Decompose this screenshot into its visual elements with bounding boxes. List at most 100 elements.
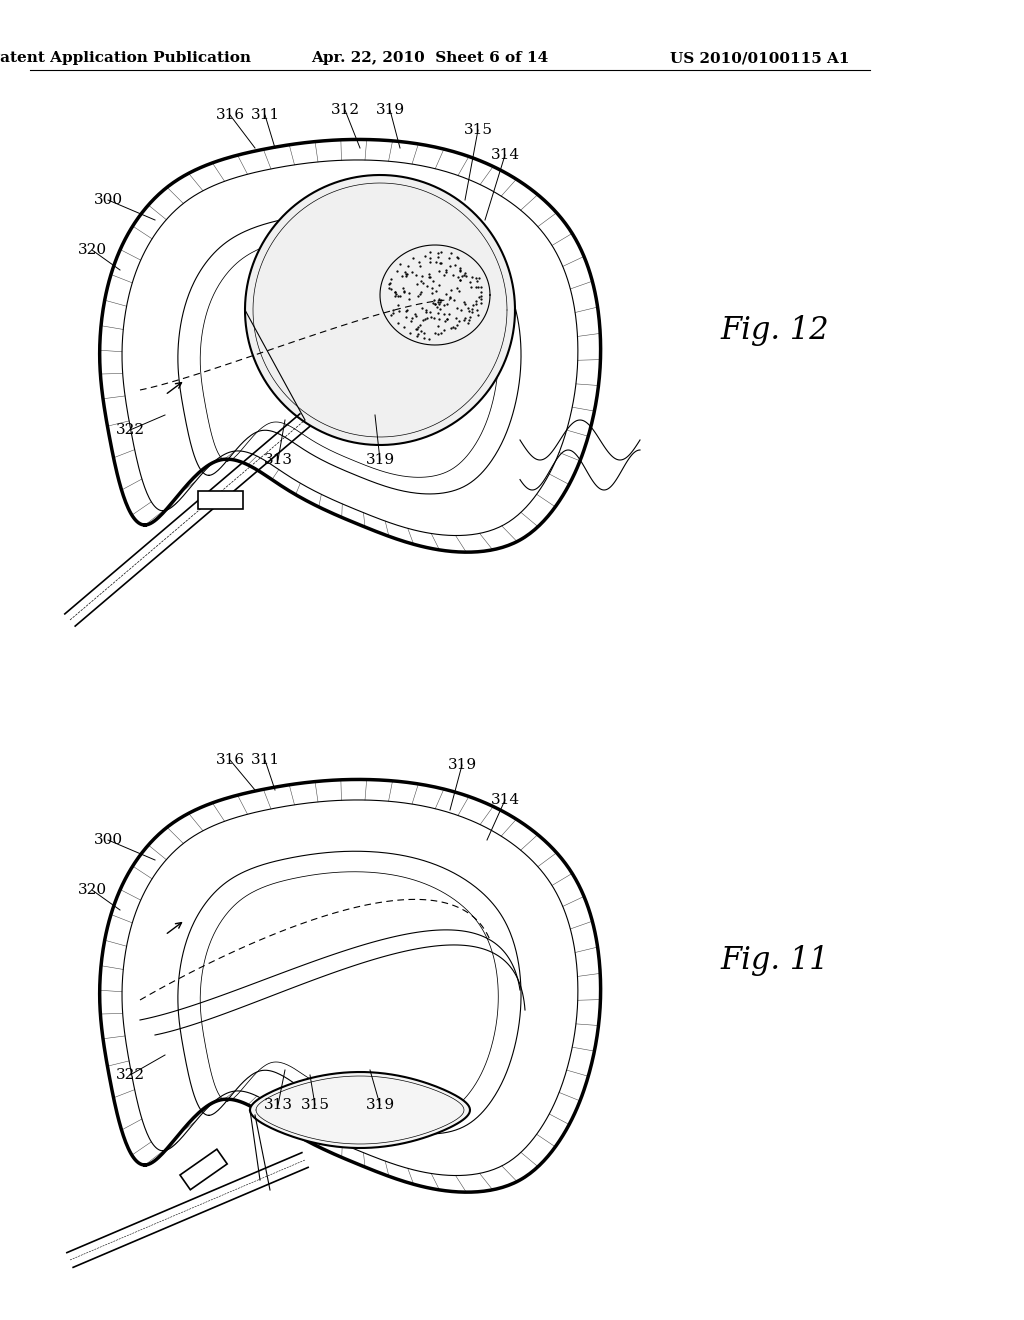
Point: [450, 277, 466, 298]
Point: [388, 284, 404, 305]
Point: [435, 264, 452, 285]
Point: [389, 285, 406, 306]
Point: [431, 293, 447, 314]
Point: [438, 309, 455, 330]
Point: [417, 246, 433, 267]
Point: [421, 263, 437, 284]
Point: [447, 308, 464, 329]
Point: [425, 308, 441, 329]
Point: [452, 280, 468, 301]
Point: [436, 319, 453, 341]
Point: [454, 300, 470, 321]
Point: [460, 297, 476, 318]
Point: [442, 280, 459, 301]
Point: [407, 304, 423, 325]
Point: [426, 290, 442, 312]
Polygon shape: [250, 1072, 470, 1148]
Point: [450, 247, 466, 268]
Point: [452, 261, 468, 282]
Point: [470, 277, 486, 298]
Point: [452, 269, 468, 290]
Point: [464, 298, 480, 319]
Point: [398, 300, 415, 321]
Point: [450, 314, 466, 335]
Point: [389, 260, 406, 281]
Bar: [198, 491, 243, 510]
Text: 314: 314: [490, 793, 519, 807]
Point: [459, 265, 475, 286]
Point: [437, 259, 454, 280]
Point: [453, 257, 469, 279]
Point: [398, 308, 415, 329]
Point: [436, 294, 453, 315]
Text: 311: 311: [251, 108, 280, 121]
Point: [422, 306, 438, 327]
Point: [396, 281, 413, 302]
Point: [424, 282, 440, 304]
Point: [429, 290, 445, 312]
Point: [419, 308, 435, 329]
Point: [383, 279, 399, 300]
Point: [427, 293, 443, 314]
Point: [413, 281, 429, 302]
Point: [432, 298, 449, 319]
Point: [398, 263, 415, 284]
Text: 319: 319: [447, 758, 476, 772]
Point: [431, 252, 447, 273]
Point: [432, 322, 449, 343]
Point: [426, 322, 442, 343]
Point: [432, 292, 449, 313]
Point: [465, 294, 481, 315]
Point: [456, 292, 472, 313]
Point: [408, 319, 424, 341]
Point: [441, 247, 458, 268]
Point: [430, 309, 446, 330]
Point: [445, 289, 462, 310]
Point: [421, 267, 437, 288]
Point: [430, 289, 446, 310]
Point: [470, 305, 486, 326]
Point: [403, 261, 420, 282]
Point: [422, 251, 438, 272]
Point: [382, 272, 398, 293]
Point: [409, 318, 425, 339]
Point: [471, 268, 487, 289]
Point: [422, 302, 438, 323]
Point: [383, 268, 399, 289]
Point: [442, 243, 459, 264]
Point: [409, 326, 425, 347]
Text: 315: 315: [464, 123, 493, 137]
Point: [461, 310, 477, 331]
Text: 316: 316: [215, 752, 245, 767]
Point: [438, 294, 455, 315]
Point: [422, 242, 438, 263]
Point: [455, 265, 471, 286]
Point: [401, 322, 418, 343]
Point: [415, 272, 431, 293]
Point: [408, 265, 424, 286]
Text: 315: 315: [300, 1098, 330, 1111]
Point: [472, 289, 488, 310]
Point: [409, 273, 425, 294]
Point: [414, 265, 430, 286]
Point: [410, 323, 426, 345]
Text: 314: 314: [490, 148, 519, 162]
Text: 320: 320: [78, 883, 106, 898]
Point: [391, 253, 408, 275]
Point: [403, 308, 420, 329]
Text: 300: 300: [93, 833, 123, 847]
Text: US 2010/0100115 A1: US 2010/0100115 A1: [671, 51, 850, 65]
Point: [469, 271, 485, 292]
Point: [471, 286, 487, 308]
Point: [451, 247, 467, 268]
Point: [431, 275, 447, 296]
Point: [400, 256, 417, 277]
Point: [416, 323, 432, 345]
Point: [403, 310, 420, 331]
Text: 322: 322: [116, 422, 144, 437]
Point: [401, 282, 418, 304]
Point: [437, 284, 454, 305]
Text: 319: 319: [366, 1098, 394, 1111]
Point: [469, 298, 485, 319]
Point: [438, 309, 455, 330]
